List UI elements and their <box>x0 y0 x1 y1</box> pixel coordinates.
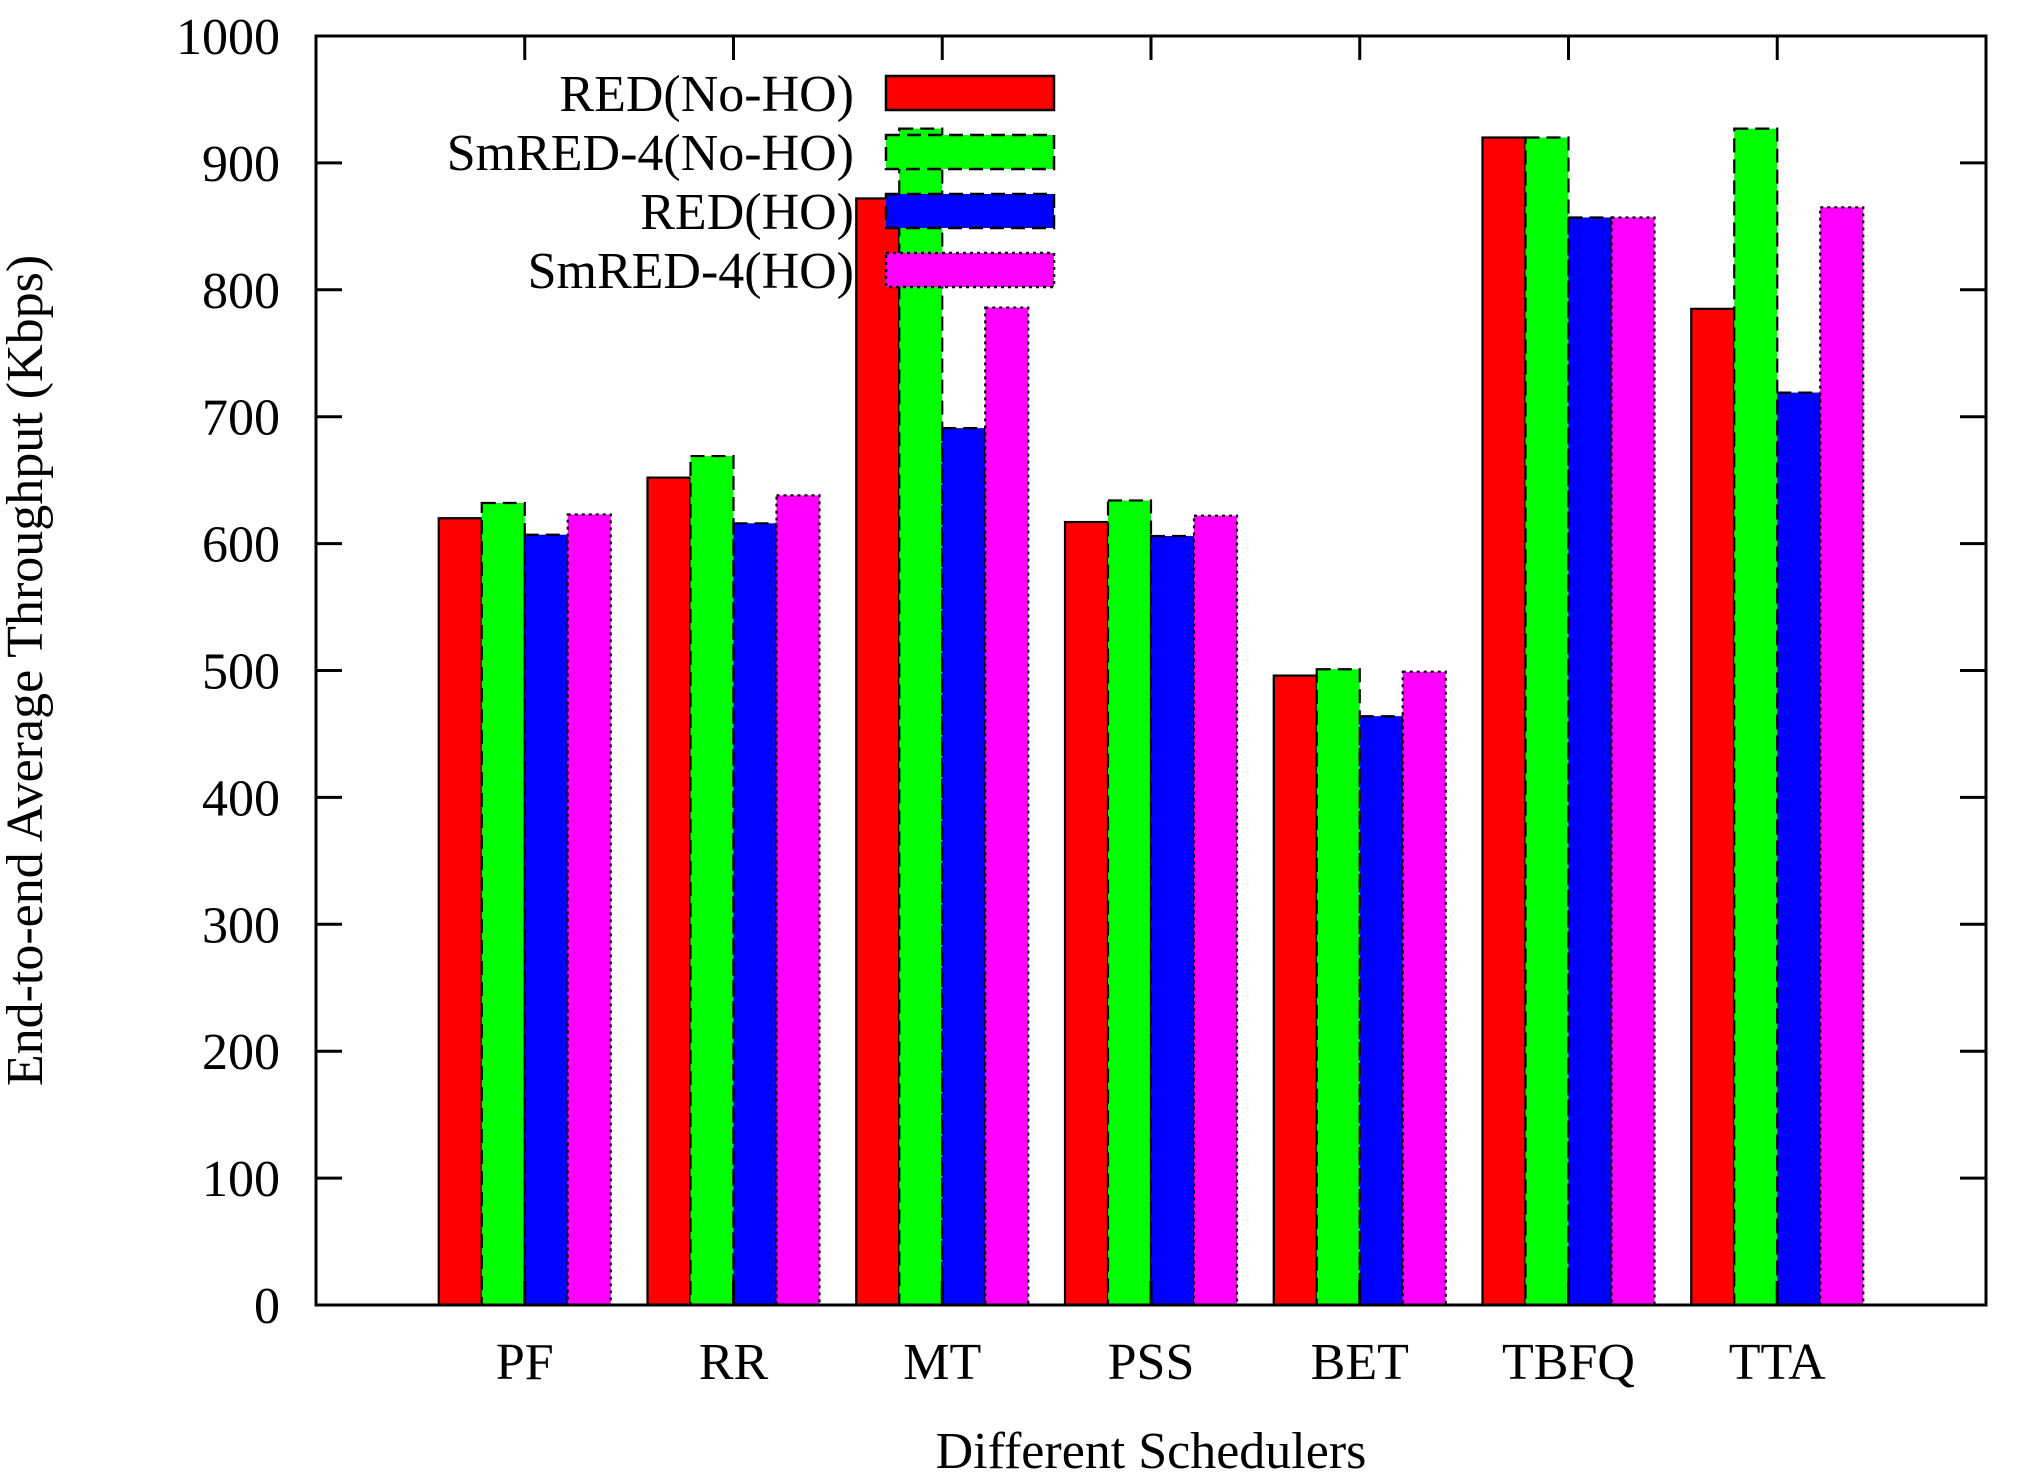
bar-smred-4-ho--bet <box>1401 670 1447 1307</box>
y-tick-label: 400 <box>202 770 280 827</box>
bar-smred-4-no-ho--mt <box>898 127 944 1307</box>
bar-red-no-ho--pf <box>437 517 483 1307</box>
x-tick-label: BET <box>1311 1334 1409 1391</box>
bar-red-no-ho--tbfq <box>1481 136 1527 1307</box>
bar-red-ho--pf <box>523 533 569 1307</box>
x-axis-label: Different Schedulers <box>936 1423 1367 1478</box>
legend-swatch <box>884 133 1056 171</box>
legend: RED(No-HO)SmRED-4(No-HO)RED(HO)SmRED-4(H… <box>447 66 1056 300</box>
bar-red-ho--mt <box>941 427 987 1307</box>
bar-smred-4-ho--tbfq <box>1610 216 1656 1307</box>
y-tick-label: 300 <box>202 897 280 954</box>
legend-swatch <box>884 251 1056 289</box>
y-tick-label: 600 <box>202 517 280 574</box>
bar-red-no-ho--rr <box>646 476 692 1307</box>
bar-smred-4-no-ho--pss <box>1106 499 1153 1307</box>
legend-label: RED(HO) <box>640 184 854 241</box>
y-tick-label: 500 <box>202 644 280 701</box>
legend-label: SmRED-4(HO) <box>528 243 854 300</box>
bars-layer <box>437 127 1865 1307</box>
legend-label: RED(No-HO) <box>559 66 854 123</box>
y-axis-label: End-to-end Average Throughput (Kbps) <box>0 255 54 1086</box>
y-tick-label: 1000 <box>176 9 280 66</box>
bar-smred-4-ho--tta <box>1819 206 1865 1307</box>
x-tick-label: PSS <box>1108 1334 1195 1391</box>
bar-smred-4-ho--mt <box>984 306 1030 1307</box>
bar-red-no-ho--pss <box>1063 520 1110 1307</box>
bar-smred-4-ho--pf <box>566 513 612 1307</box>
bar-smred-4-ho--rr <box>775 494 821 1307</box>
y-tick-label: 900 <box>202 136 280 193</box>
bar-red-ho--bet <box>1358 715 1404 1307</box>
bar-red-no-ho--tta <box>1690 307 1736 1307</box>
x-tick-label: RR <box>699 1334 769 1391</box>
bar-red-ho--rr <box>732 522 778 1307</box>
y-tick-label: 200 <box>202 1024 280 1081</box>
bar-red-ho--pss <box>1149 534 1196 1307</box>
bar-smred-4-ho--pss <box>1192 514 1239 1307</box>
y-tick-label: 700 <box>202 390 280 447</box>
bar-red-no-ho--bet <box>1272 674 1318 1307</box>
x-tick-label: TBFQ <box>1502 1334 1635 1391</box>
bar-smred-4-no-ho--rr <box>689 454 735 1307</box>
x-tick-label: MT <box>903 1334 981 1391</box>
ticks-layer: 0 100 200 300 400 500 600 700 800 900 1000 PF RR MT PS… <box>176 9 1986 1391</box>
legend-swatch <box>884 74 1056 112</box>
bar-smred-4-no-ho--tbfq <box>1524 136 1570 1307</box>
x-tick-label: TTA <box>1729 1334 1826 1391</box>
plot-frame <box>314 34 1988 1307</box>
x-tick-label: PF <box>496 1334 554 1391</box>
legend-label: SmRED-4(No-HO) <box>447 125 854 182</box>
bar-smred-4-no-ho--pf <box>480 501 526 1307</box>
bar-smred-4-no-ho--bet <box>1315 668 1361 1307</box>
bar-red-ho--tta <box>1776 391 1822 1307</box>
y-tick-label: 100 <box>202 1151 280 1208</box>
bar-red-no-ho--mt <box>855 197 901 1307</box>
bar-smred-4-no-ho--tta <box>1733 127 1779 1307</box>
y-tick-label: 800 <box>202 263 280 320</box>
legend-swatch <box>884 192 1056 230</box>
y-tick-label: 0 <box>254 1278 280 1335</box>
bar-red-ho--tbfq <box>1567 216 1613 1307</box>
